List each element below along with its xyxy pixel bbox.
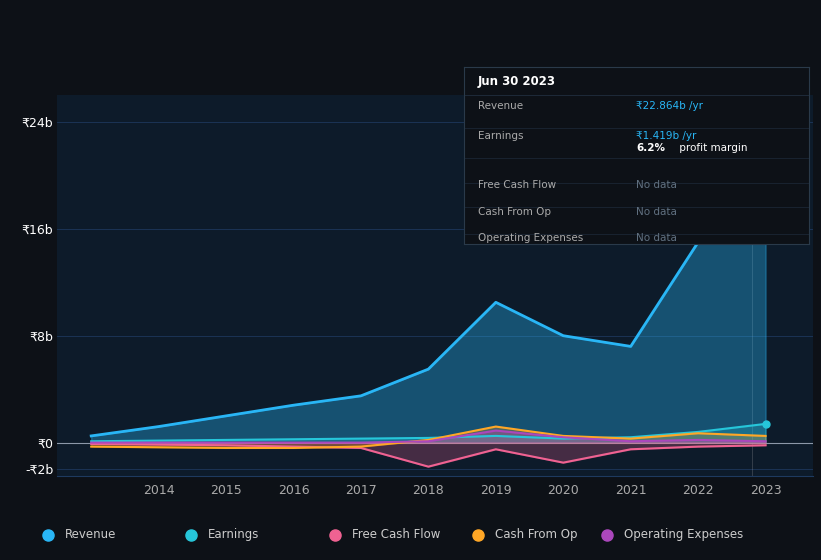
Text: ₹1.419b /yr: ₹1.419b /yr <box>636 130 697 141</box>
Text: Operating Expenses: Operating Expenses <box>623 528 743 542</box>
Text: Operating Expenses: Operating Expenses <box>478 233 583 243</box>
Text: ₹22.864b /yr: ₹22.864b /yr <box>636 101 704 111</box>
Text: Earnings: Earnings <box>208 528 259 542</box>
Text: No data: No data <box>636 207 677 217</box>
Text: Jun 30 2023: Jun 30 2023 <box>478 75 556 88</box>
Text: No data: No data <box>636 233 677 243</box>
Text: No data: No data <box>636 180 677 190</box>
Text: Free Cash Flow: Free Cash Flow <box>351 528 440 542</box>
Text: Cash From Op: Cash From Op <box>478 207 551 217</box>
Text: profit margin: profit margin <box>676 143 747 153</box>
Text: 6.2%: 6.2% <box>636 143 665 153</box>
Text: Free Cash Flow: Free Cash Flow <box>478 180 556 190</box>
Text: Revenue: Revenue <box>478 101 523 111</box>
Text: Earnings: Earnings <box>478 130 523 141</box>
Text: Revenue: Revenue <box>65 528 116 542</box>
Text: Cash From Op: Cash From Op <box>495 528 578 542</box>
